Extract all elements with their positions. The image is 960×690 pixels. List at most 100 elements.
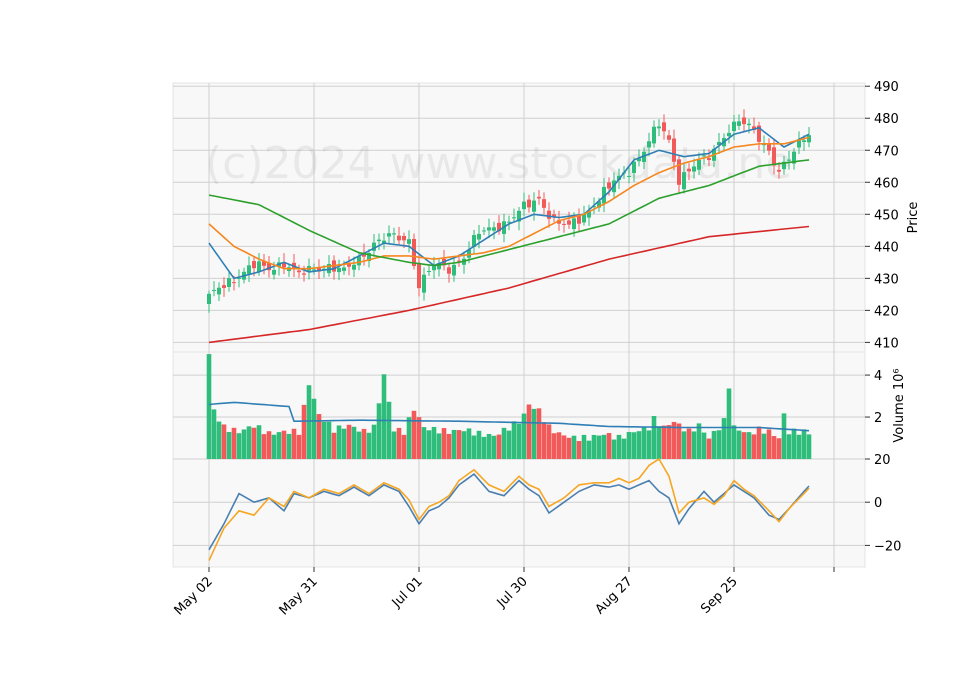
candle-body-21 (312, 269, 316, 271)
candle-body-32 (367, 253, 371, 262)
osc-tick-label: 0 (874, 496, 882, 511)
moving-average-ma10 (208, 126, 810, 280)
candle-body-22 (317, 267, 321, 272)
candle-body-9 (252, 261, 256, 269)
volume-bar-100 (706, 438, 712, 459)
volume-bar-38 (396, 427, 402, 459)
volume-bar-0 (206, 354, 212, 459)
candle-body-80 (607, 182, 611, 189)
candle-body-62 (517, 210, 521, 222)
volume-bar-110 (756, 426, 762, 459)
candle-body-41 (412, 238, 416, 267)
volume-bar-16 (286, 433, 292, 459)
volume-bar-15 (281, 430, 287, 459)
volume-bar-102 (716, 430, 722, 459)
volume-bar-71 (561, 435, 567, 459)
volume-bar-48 (446, 433, 452, 459)
volume-bar-109 (751, 434, 757, 459)
price-tick-label: 440 (874, 240, 899, 255)
volume-bar-75 (581, 434, 587, 459)
volume-bar-107 (741, 432, 747, 459)
volume-bar-13 (271, 434, 277, 459)
candle-body-63 (522, 201, 526, 210)
volume-bar-53 (471, 435, 477, 459)
x-tick-label: Jul 01 (389, 574, 426, 611)
volume-bar-37 (391, 431, 397, 459)
candle-body-93 (672, 138, 676, 162)
candle-body-58 (497, 222, 501, 232)
candle-body-33 (372, 242, 376, 251)
volume-bar-98 (696, 423, 702, 459)
volume-bar-118 (796, 434, 802, 459)
volume-bar-80 (606, 433, 612, 459)
candle-body-61 (512, 217, 516, 219)
candle-body-1 (212, 289, 216, 291)
candle-body-100 (707, 158, 711, 161)
candle-body-4 (227, 278, 231, 287)
candle-body-6 (237, 277, 241, 279)
volume-bar-84 (626, 432, 632, 459)
volume-bar-92 (666, 425, 672, 459)
volume-bar-60 (506, 430, 512, 459)
x-tick-label: Jul 30 (494, 574, 531, 611)
volume-bar-40 (406, 417, 412, 459)
volume-bar-68 (546, 424, 552, 459)
volume-bar-2 (216, 421, 222, 459)
volume-bar-51 (461, 431, 467, 459)
candle-body-109 (752, 126, 756, 131)
candle-body-18 (297, 270, 301, 273)
volume-bar-4 (226, 432, 232, 459)
volume-bar-14 (276, 432, 282, 459)
volume-bar-26 (336, 425, 342, 459)
candle-body-92 (667, 135, 671, 140)
volume-bar-94 (676, 423, 682, 459)
volume-bar-90 (656, 426, 662, 459)
volume-bar-33 (371, 424, 377, 459)
oscillator-line-1 (208, 457, 810, 561)
volume-bar-66 (536, 408, 542, 459)
volume-bar-1 (211, 409, 217, 459)
candle-body-71 (562, 223, 566, 225)
candle-body-65 (532, 200, 536, 212)
candle-body-94 (677, 159, 681, 185)
volume-bar-32 (366, 432, 372, 459)
candle-body-44 (427, 271, 431, 273)
candle-body-35 (382, 240, 386, 244)
candle-body-88 (647, 141, 651, 148)
volume-bar-106 (736, 430, 742, 459)
volume-bar-12 (266, 431, 272, 459)
volume-bar-86 (636, 431, 642, 459)
volume-bar-79 (601, 434, 607, 459)
candle-body-95 (682, 172, 686, 190)
candle-body-114 (777, 169, 781, 172)
volume-bar-116 (786, 434, 792, 459)
volume-bar-88 (646, 430, 652, 459)
x-tick-label: Aug 27 (593, 574, 636, 617)
volume-bar-21 (311, 398, 317, 459)
volume-bar-96 (686, 428, 692, 459)
volume-bar-9 (251, 427, 257, 459)
volume-tick-label: 2 (874, 411, 882, 426)
price-tick-label: 490 (874, 80, 899, 95)
volume-bar-65 (531, 408, 537, 459)
candle-body-74 (577, 216, 581, 224)
candle-body-64 (527, 199, 531, 208)
candle-body-40 (407, 239, 411, 244)
candle-body-55 (482, 230, 486, 232)
candle-body-13 (272, 269, 276, 275)
volume-bar-91 (661, 425, 667, 459)
candle-body-85 (632, 161, 636, 173)
candle-body-8 (247, 265, 251, 274)
candle-body-116 (787, 159, 791, 161)
candle-body-96 (687, 168, 691, 172)
candle-body-99 (702, 155, 706, 157)
candle-body-12 (267, 263, 271, 271)
osc-tick-label: 20 (874, 453, 891, 468)
volume-bar-57 (491, 435, 497, 459)
volume-bar-119 (801, 429, 807, 459)
volume-bar-74 (576, 441, 582, 459)
candle-body-24 (327, 264, 331, 274)
volume-bar-35 (381, 374, 387, 459)
volume-bar-61 (511, 421, 517, 459)
candle-body-67 (542, 199, 546, 208)
